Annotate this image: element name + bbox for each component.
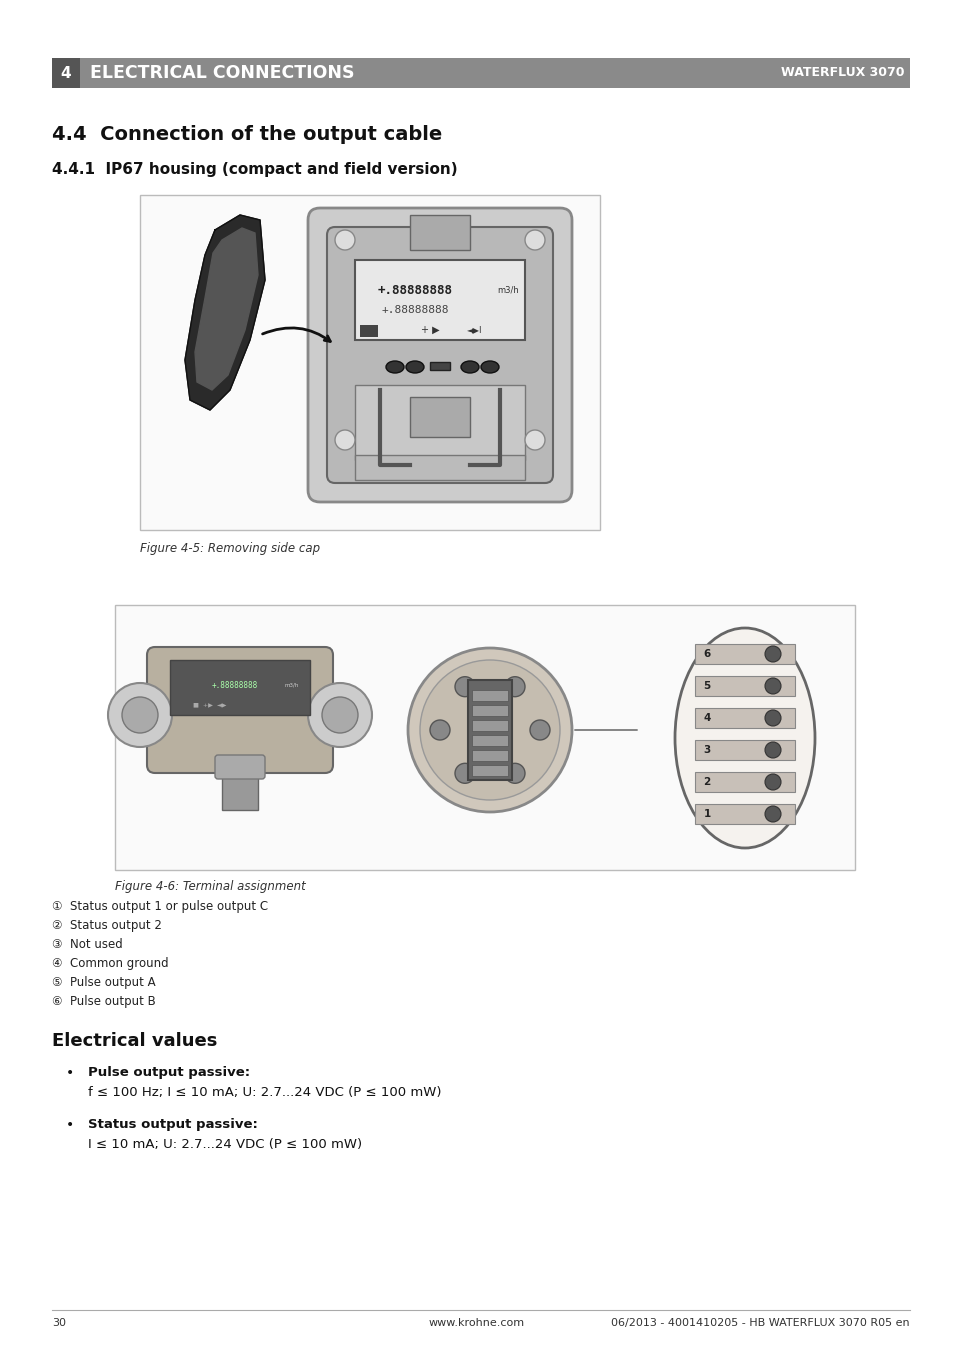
Bar	[472, 765, 507, 775]
Text: Electrical values: Electrical values	[52, 1032, 217, 1050]
Text: 4.4.1  IP67 housing (compact and field version): 4.4.1 IP67 housing (compact and field ve…	[52, 162, 457, 177]
Text: I ≤ 10 mA; U: 2.7...24 VDC (P ≤ 100 mW): I ≤ 10 mA; U: 2.7...24 VDC (P ≤ 100 mW)	[88, 1138, 362, 1151]
Circle shape	[764, 678, 781, 694]
Bar	[115, 605, 854, 870]
Text: m3/h: m3/h	[497, 285, 518, 295]
Bar	[472, 735, 507, 746]
FancyBboxPatch shape	[147, 647, 333, 773]
Text: 4: 4	[61, 65, 71, 81]
Bar	[695, 676, 794, 696]
Ellipse shape	[460, 361, 478, 373]
FancyBboxPatch shape	[308, 208, 572, 503]
Circle shape	[764, 646, 781, 662]
Text: ①  Status output 1 or pulse output C: ① Status output 1 or pulse output C	[52, 900, 268, 913]
Circle shape	[504, 763, 524, 784]
Bar	[695, 804, 794, 824]
Bar	[222, 761, 257, 811]
Text: 6: 6	[702, 648, 710, 659]
Text: 4: 4	[702, 713, 710, 723]
Polygon shape	[185, 215, 265, 409]
Bar	[355, 259, 524, 340]
Text: Pulse output passive:: Pulse output passive:	[88, 1066, 250, 1079]
Circle shape	[764, 807, 781, 821]
Text: 3: 3	[702, 744, 710, 755]
Bar	[410, 397, 470, 436]
Circle shape	[122, 697, 158, 734]
Text: Figure 4-6: Terminal assignment: Figure 4-6: Terminal assignment	[115, 880, 305, 893]
Bar	[410, 215, 470, 250]
Bar	[355, 455, 524, 480]
Bar	[140, 195, 599, 530]
Text: +.88888888: +.88888888	[381, 305, 448, 315]
Bar	[472, 690, 507, 701]
Circle shape	[419, 661, 559, 800]
Text: ⑥  Pulse output B: ⑥ Pulse output B	[52, 994, 155, 1008]
Bar	[472, 720, 507, 731]
Ellipse shape	[480, 361, 498, 373]
Ellipse shape	[675, 628, 814, 848]
Ellipse shape	[406, 361, 423, 373]
Circle shape	[530, 720, 550, 740]
Circle shape	[764, 742, 781, 758]
Text: 30: 30	[52, 1319, 66, 1328]
Text: m3/h: m3/h	[285, 682, 299, 688]
Text: 5: 5	[702, 681, 710, 690]
Bar	[355, 385, 524, 459]
Text: 1: 1	[702, 809, 710, 819]
Bar	[472, 750, 507, 761]
Text: ⑤  Pulse output A: ⑤ Pulse output A	[52, 975, 155, 989]
FancyBboxPatch shape	[214, 755, 265, 780]
Text: •: •	[66, 1066, 74, 1079]
Bar	[170, 661, 310, 715]
Circle shape	[764, 711, 781, 725]
Bar	[52, 58, 80, 88]
Circle shape	[108, 684, 172, 747]
Polygon shape	[194, 228, 257, 390]
Circle shape	[335, 230, 355, 250]
Text: 4.4  Connection of the output cable: 4.4 Connection of the output cable	[52, 126, 442, 145]
Text: •: •	[66, 1119, 74, 1132]
FancyBboxPatch shape	[327, 227, 553, 484]
Circle shape	[455, 677, 475, 697]
Bar	[695, 740, 794, 761]
Circle shape	[455, 763, 475, 784]
Circle shape	[524, 430, 544, 450]
Text: 06/2013 - 4001410205 - HB WATERFLUX 3070 R05 en: 06/2013 - 4001410205 - HB WATERFLUX 3070…	[611, 1319, 909, 1328]
Circle shape	[335, 430, 355, 450]
Bar	[468, 680, 512, 780]
Bar	[472, 705, 507, 716]
Text: Figure 4-5: Removing side cap: Figure 4-5: Removing side cap	[140, 542, 320, 555]
Bar	[430, 362, 450, 370]
Text: ELECTRICAL CONNECTIONS: ELECTRICAL CONNECTIONS	[90, 63, 355, 82]
Circle shape	[408, 648, 572, 812]
Text: +.88888888: +.88888888	[212, 681, 258, 689]
Bar	[359, 326, 377, 336]
Circle shape	[524, 230, 544, 250]
Bar	[695, 644, 794, 663]
Circle shape	[504, 677, 524, 697]
Text: ■  +▶  ◄▶: ■ +▶ ◄▶	[193, 703, 227, 708]
Text: ②  Status output 2: ② Status output 2	[52, 919, 162, 932]
Text: + ▶: + ▶	[420, 326, 438, 335]
Circle shape	[308, 684, 372, 747]
Circle shape	[430, 720, 450, 740]
Bar	[695, 771, 794, 792]
Ellipse shape	[386, 361, 403, 373]
Circle shape	[764, 774, 781, 790]
Text: ④  Common ground: ④ Common ground	[52, 957, 169, 970]
Text: f ≤ 100 Hz; I ≤ 10 mA; U: 2.7...24 VDC (P ≤ 100 mW): f ≤ 100 Hz; I ≤ 10 mA; U: 2.7...24 VDC (…	[88, 1086, 441, 1098]
Bar	[52, 58, 909, 88]
Circle shape	[322, 697, 357, 734]
Text: Status output passive:: Status output passive:	[88, 1119, 257, 1131]
Bar	[695, 708, 794, 728]
Text: WATERFLUX 3070: WATERFLUX 3070	[781, 66, 904, 80]
Text: ◄▶Ⅰ: ◄▶Ⅰ	[467, 326, 482, 335]
Text: www.krohne.com: www.krohne.com	[429, 1319, 524, 1328]
Text: 2: 2	[702, 777, 710, 788]
Text: ③  Not used: ③ Not used	[52, 938, 123, 951]
Text: +.88888888: +.88888888	[377, 284, 452, 296]
